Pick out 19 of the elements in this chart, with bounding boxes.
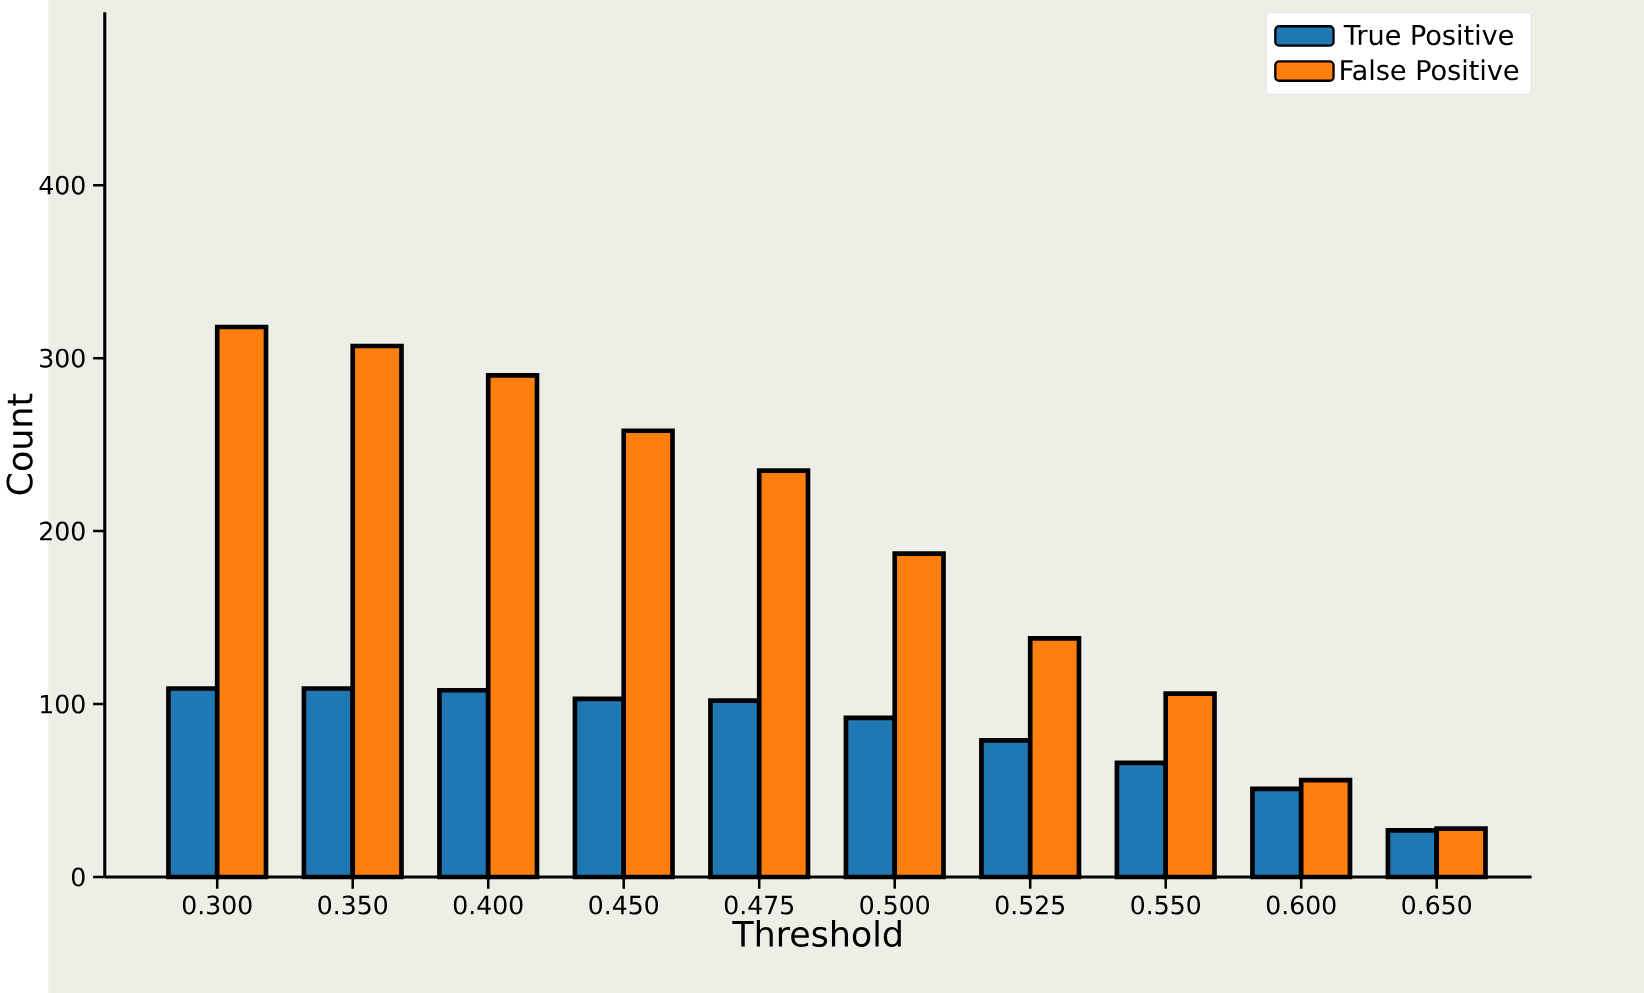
x-tick-label: 0.300 xyxy=(182,895,252,915)
x-tick-label: 0.350 xyxy=(318,895,388,915)
x-tick-label: 0.400 xyxy=(453,895,523,915)
y-tick-label: 0 xyxy=(71,867,85,887)
y-tick-label: 200 xyxy=(40,521,85,541)
x-axis-title: Threshold xyxy=(732,920,901,948)
y-tick-label: 400 xyxy=(39,175,85,195)
y-tick-label: 300 xyxy=(40,348,85,368)
x-tick-label: 0.450 xyxy=(589,895,659,915)
legend-label: True Positive xyxy=(1343,24,1513,46)
x-tick-label: 0.650 xyxy=(1402,895,1471,915)
x-tick-label: 0.500 xyxy=(860,895,929,915)
x-tick-label: 0.475 xyxy=(724,895,793,915)
x-tick-label: 0.550 xyxy=(1131,895,1200,915)
x-tick-label: 0.600 xyxy=(1266,895,1336,915)
y-axis-title: Count xyxy=(6,393,33,495)
legend-label: False Positive xyxy=(1341,59,1519,81)
y-tick-label: 100 xyxy=(41,694,85,714)
x-tick-label: 0.525 xyxy=(995,895,1064,915)
